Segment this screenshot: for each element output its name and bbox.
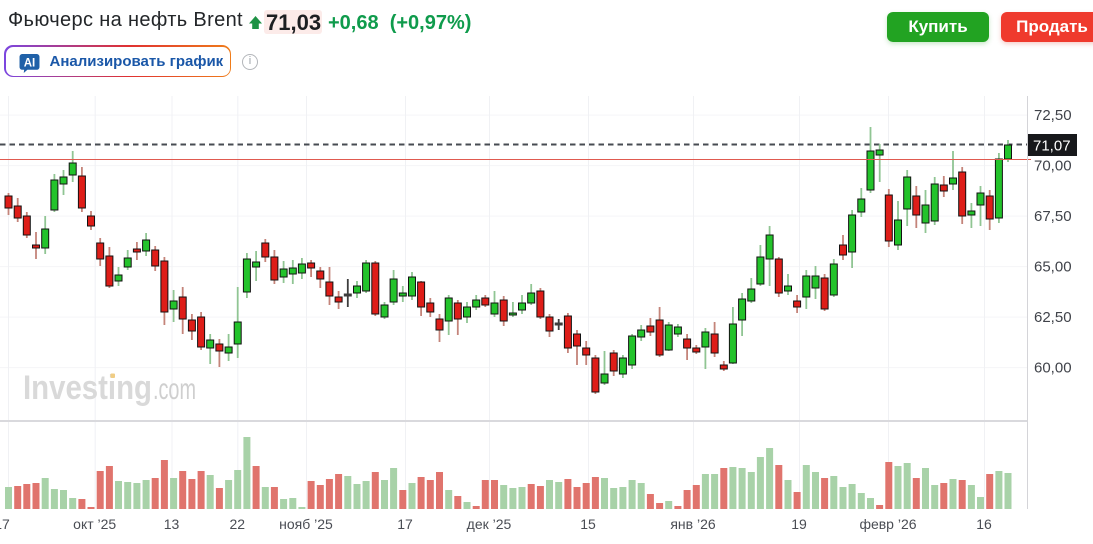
svg-text:17: 17 <box>0 516 10 532</box>
svg-text:17: 17 <box>397 516 413 532</box>
svg-text:60,00: 60,00 <box>1034 359 1072 376</box>
svg-text:70,00: 70,00 <box>1034 157 1072 174</box>
svg-text:62,50: 62,50 <box>1034 309 1072 326</box>
svg-text:февр ’26: февр ’26 <box>859 516 916 532</box>
svg-text:65,00: 65,00 <box>1034 258 1072 275</box>
svg-text:окт ’25: окт ’25 <box>73 516 116 532</box>
svg-text:72,50: 72,50 <box>1034 107 1072 124</box>
svg-text:22: 22 <box>230 516 246 532</box>
svg-text:Investing: Investing <box>23 369 152 407</box>
svg-text:15: 15 <box>580 516 596 532</box>
svg-text:16: 16 <box>976 516 992 532</box>
svg-text:71,07: 71,07 <box>1033 138 1071 155</box>
svg-text:янв ’26: янв ’26 <box>670 516 716 532</box>
svg-text:67,50: 67,50 <box>1034 208 1072 225</box>
svg-text:19: 19 <box>791 516 807 532</box>
svg-text:нояб ’25: нояб ’25 <box>279 516 333 532</box>
svg-text:.com: .com <box>153 373 196 406</box>
svg-text:дек ’25: дек ’25 <box>467 516 512 532</box>
svg-text:AI: AI <box>24 57 36 69</box>
svg-text:13: 13 <box>164 516 180 532</box>
